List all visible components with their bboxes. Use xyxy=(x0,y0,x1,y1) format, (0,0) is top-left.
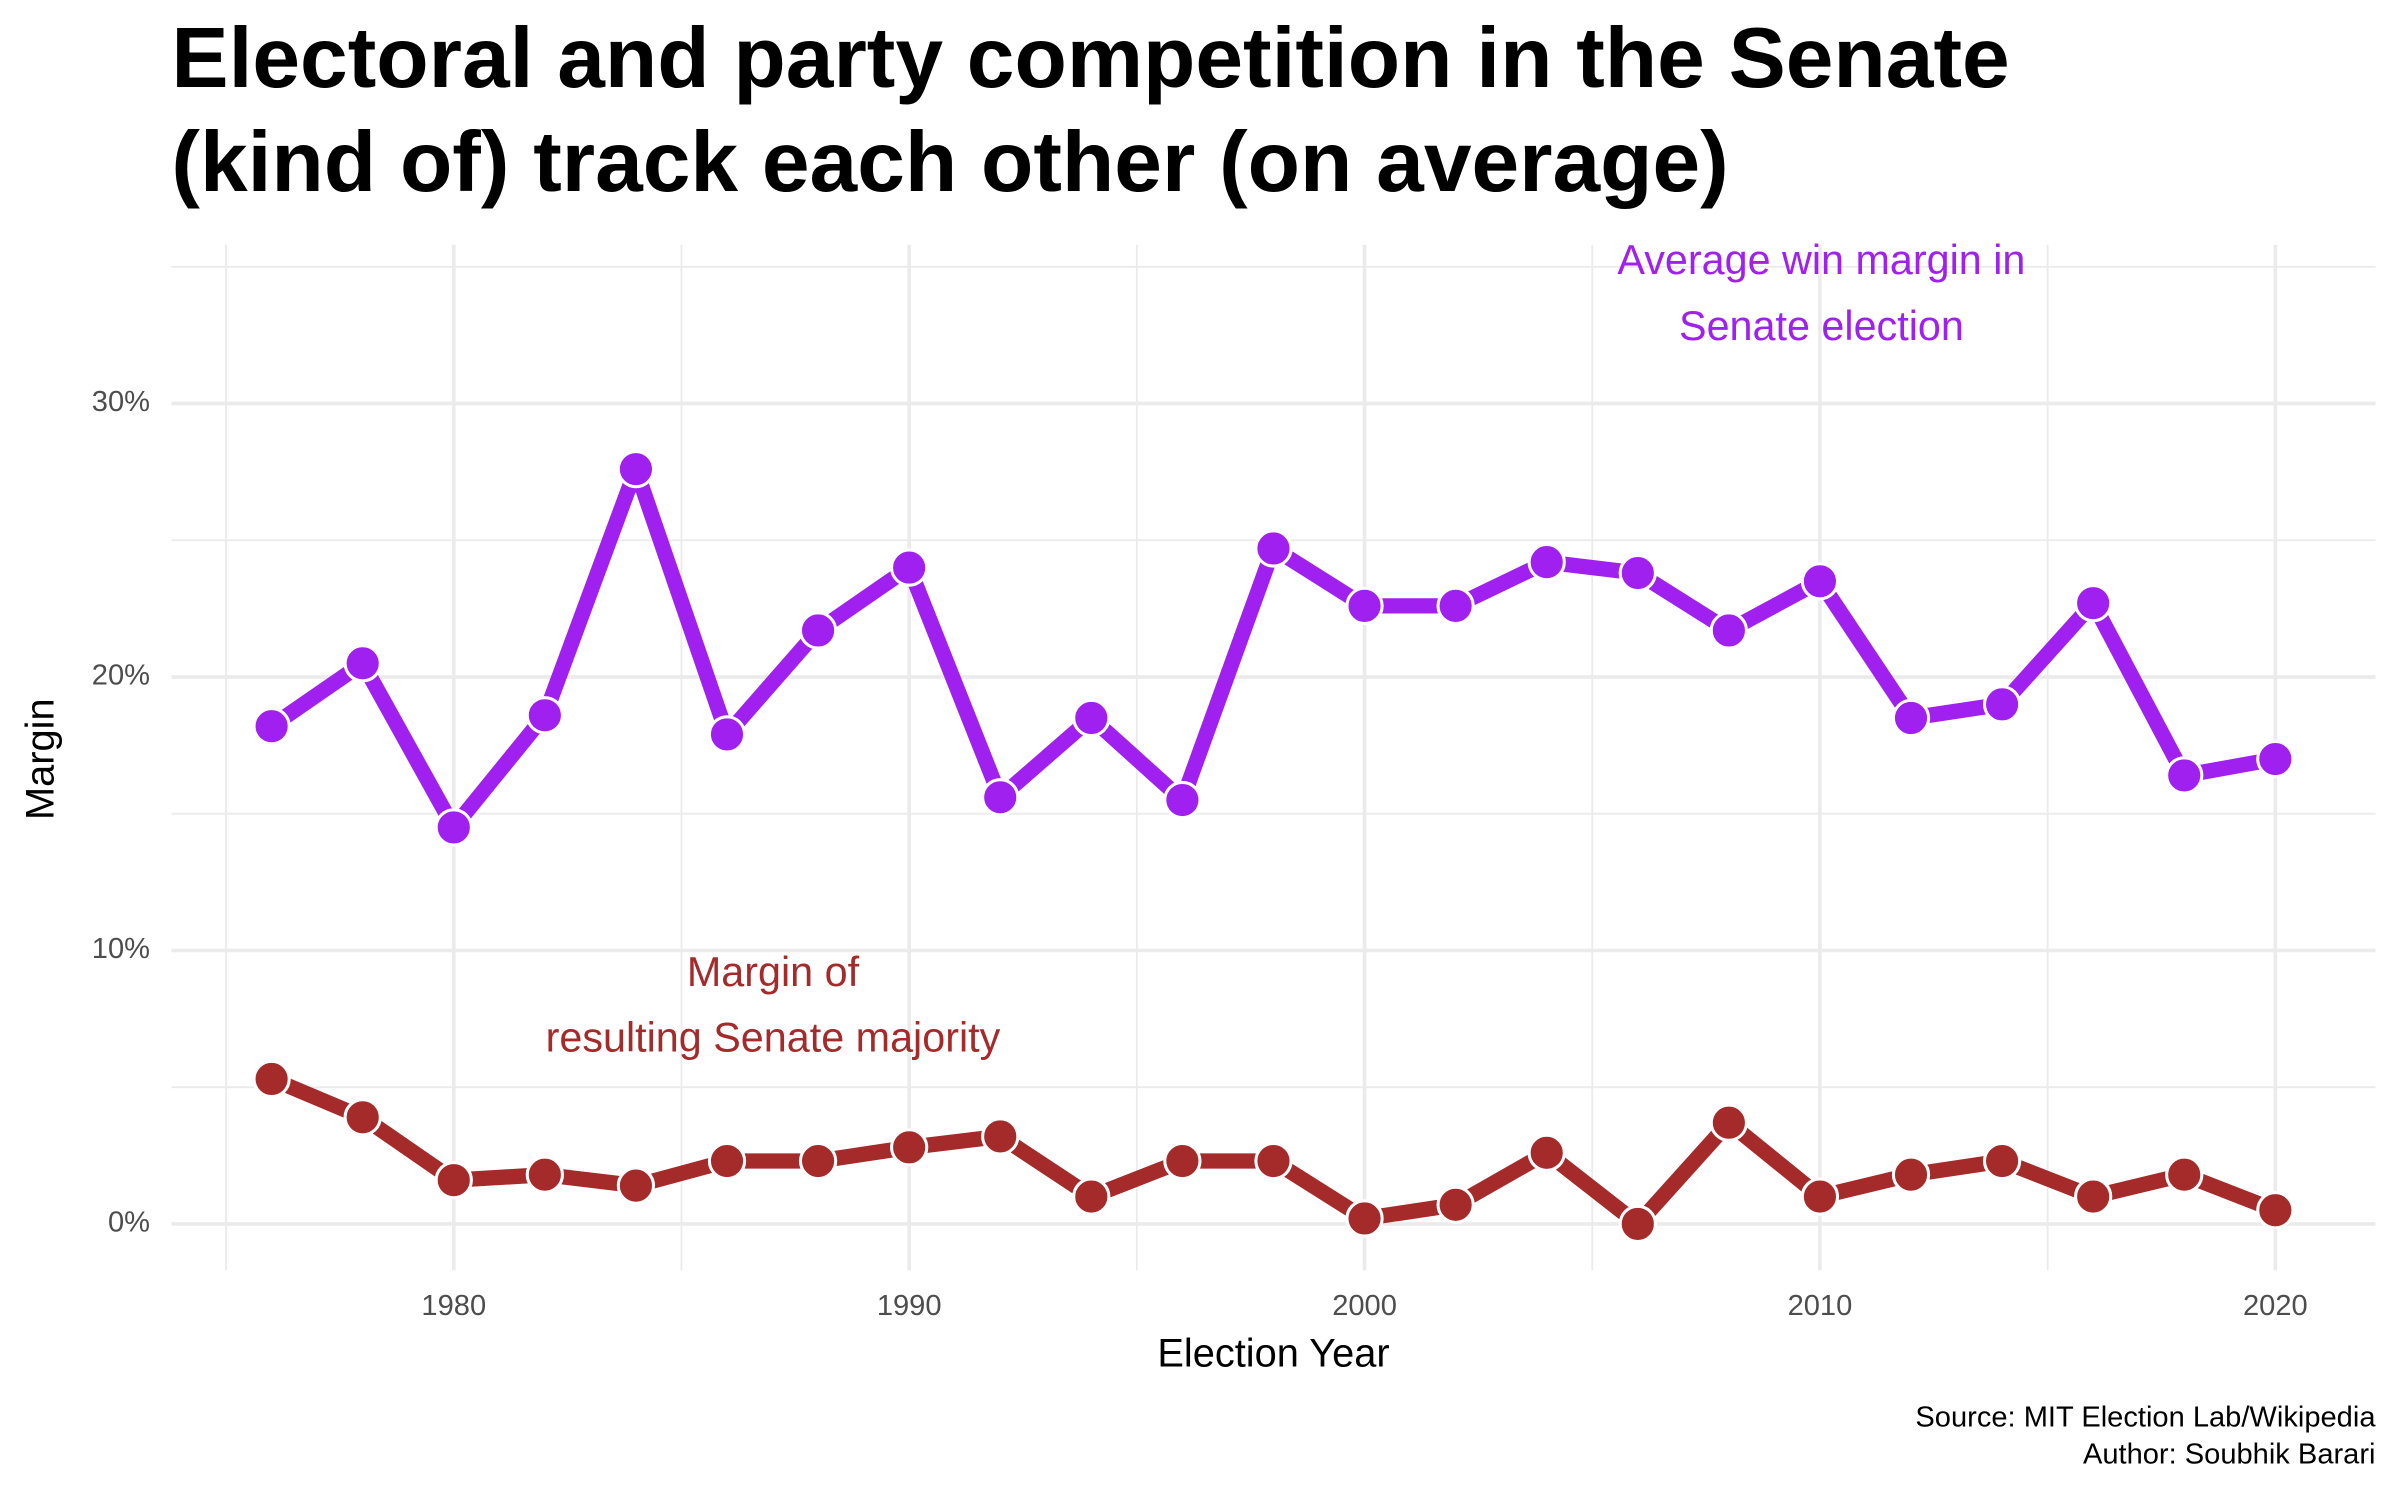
data-point xyxy=(890,1128,929,1167)
data-point xyxy=(1709,1103,1748,1142)
data-point xyxy=(2165,1155,2204,1194)
chart-title: (kind of) track each other (on average) xyxy=(171,114,1728,210)
annotation: Margin of xyxy=(687,949,860,995)
data-point xyxy=(1436,586,1475,626)
data-point xyxy=(1345,1199,1384,1238)
data-point xyxy=(525,696,564,735)
data-point xyxy=(1891,1155,1931,1194)
data-point xyxy=(798,611,838,650)
annotation: Average win margin in xyxy=(1617,237,2025,283)
x-axis-title: Election Year xyxy=(1157,1332,1389,1376)
data-point xyxy=(1072,1177,1111,1216)
data-point xyxy=(2074,584,2113,623)
data-point xyxy=(1345,586,1384,626)
data-point xyxy=(343,1098,382,1137)
data-point xyxy=(616,1166,656,1205)
data-point xyxy=(1891,698,1931,738)
annotation: Senate election xyxy=(1679,303,1964,349)
y-axis-title: Margin xyxy=(18,698,62,820)
caption: Author: Soubhik Barari xyxy=(2083,1438,2376,1470)
data-point xyxy=(2074,1177,2113,1216)
data-point xyxy=(1072,698,1111,738)
data-point xyxy=(981,1117,1020,1156)
x-tick-label: 2020 xyxy=(2243,1290,2308,1322)
y-tick-label: 0% xyxy=(108,1207,150,1239)
data-point xyxy=(1709,611,1748,650)
data-point xyxy=(798,1141,838,1181)
x-tick-label: 1980 xyxy=(421,1290,486,1322)
x-tick-label: 1990 xyxy=(877,1290,942,1322)
data-point xyxy=(1527,1133,1566,1172)
annotation: resulting Senate majority xyxy=(546,1015,1001,1061)
data-point xyxy=(1527,542,1566,582)
data-point xyxy=(890,548,929,587)
data-point xyxy=(252,707,291,746)
data-point xyxy=(2256,739,2295,779)
data-point xyxy=(252,1059,291,1099)
data-point xyxy=(1618,1204,1657,1244)
data-point xyxy=(1800,1177,1840,1216)
y-tick-label: 30% xyxy=(92,386,150,418)
y-tick-label: 10% xyxy=(92,933,150,965)
x-tick-label: 2000 xyxy=(1332,1290,1397,1322)
data-point xyxy=(1436,1185,1475,1224)
data-point xyxy=(981,778,1020,817)
data-point xyxy=(1618,553,1657,593)
data-point xyxy=(434,1161,473,1200)
data-point xyxy=(1982,1141,2022,1181)
data-point xyxy=(434,808,473,847)
caption: Source: MIT Election Lab/Wikipedia xyxy=(1915,1402,2376,1434)
data-point xyxy=(1254,529,1293,568)
data-point xyxy=(525,1155,564,1194)
data-point xyxy=(2256,1191,2295,1230)
data-point xyxy=(616,450,656,489)
data-point xyxy=(707,715,747,754)
series-line xyxy=(267,461,2277,836)
data-point xyxy=(1163,780,1202,820)
data-point xyxy=(1163,1141,1202,1181)
data-point xyxy=(707,1141,747,1181)
data-point xyxy=(343,644,382,683)
data-point xyxy=(1982,685,2022,724)
y-tick-label: 20% xyxy=(92,660,150,692)
data-point xyxy=(1254,1141,1293,1181)
data-point xyxy=(2165,756,2204,795)
chart-title: Electoral and party competition in the S… xyxy=(171,10,2009,106)
x-tick-label: 2010 xyxy=(1788,1290,1853,1322)
data-point xyxy=(1800,562,1840,601)
